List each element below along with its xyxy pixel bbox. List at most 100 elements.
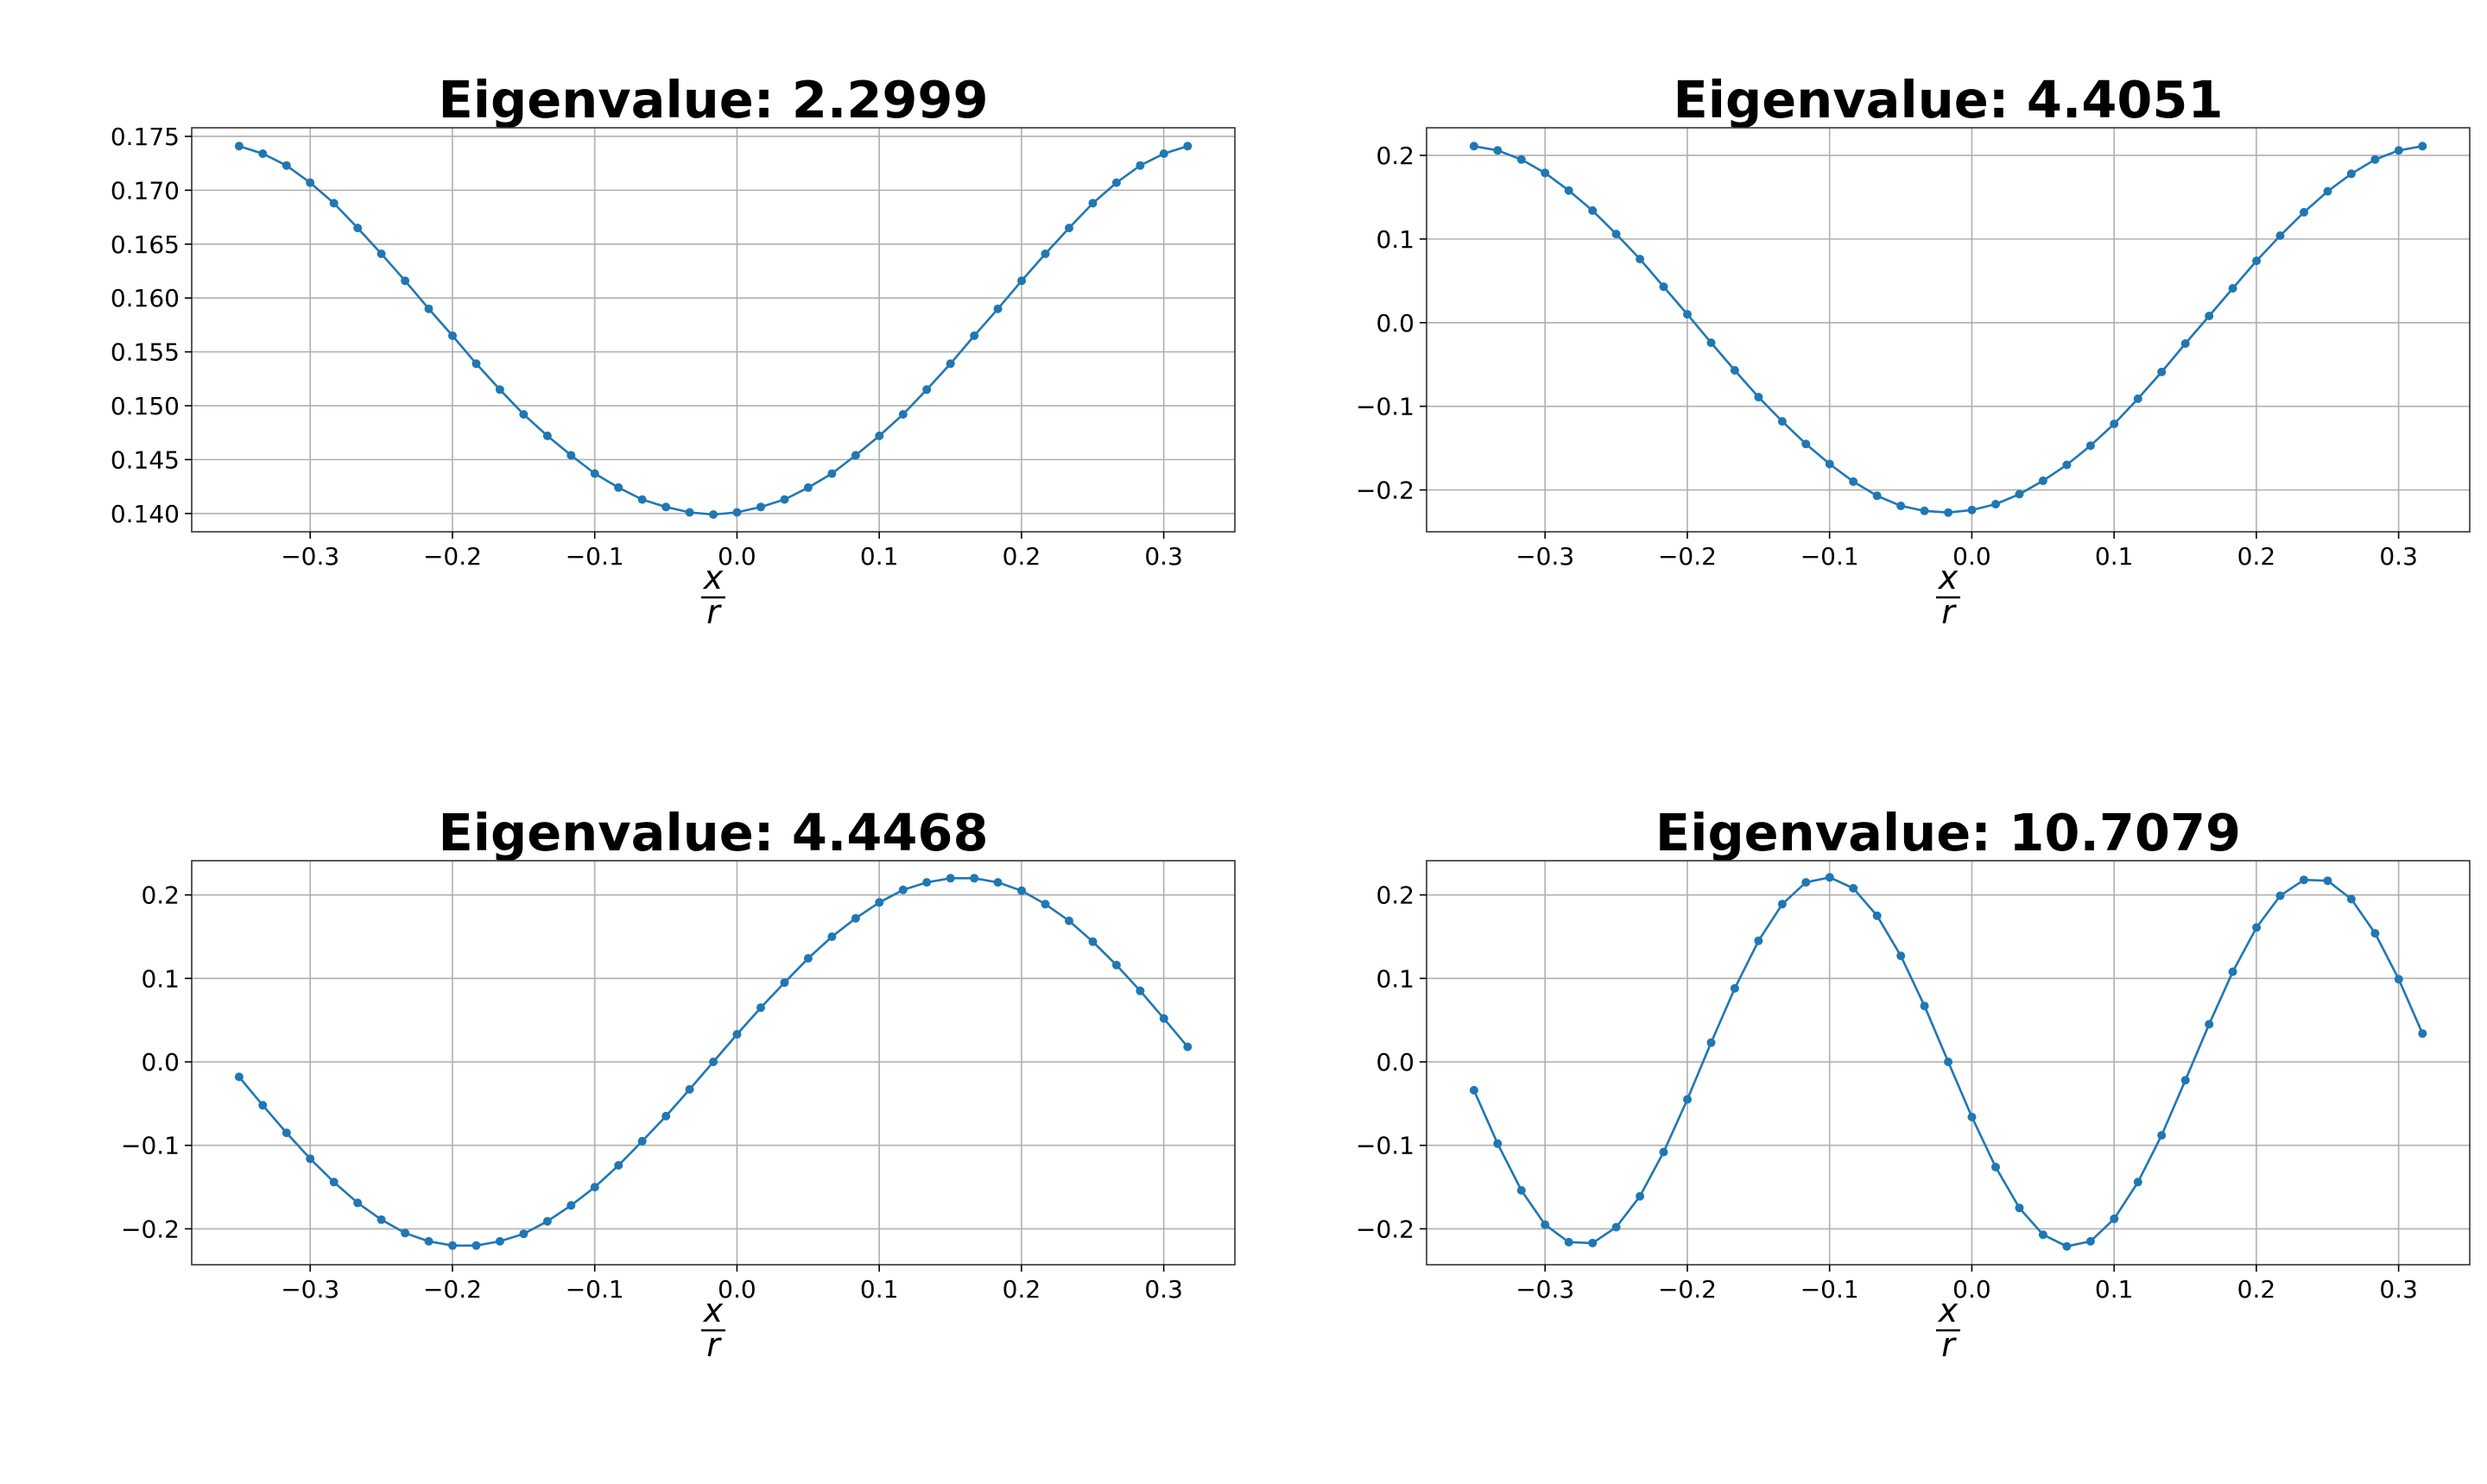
data-point bbox=[1564, 186, 1573, 195]
x-axis-label: x r bbox=[701, 1291, 725, 1364]
x-tick-label: 0.0 bbox=[1952, 542, 1991, 571]
data-point bbox=[2252, 923, 2262, 932]
y-tick-label: 0.0 bbox=[141, 1048, 180, 1077]
x-tick-label: −0.1 bbox=[1800, 542, 1859, 571]
data-point bbox=[1017, 276, 1027, 286]
data-point bbox=[1777, 417, 1787, 426]
y-tick-label: 0.145 bbox=[111, 445, 180, 474]
y-tick-label: −0.2 bbox=[121, 1215, 180, 1243]
y-tick-label: 0.160 bbox=[111, 284, 180, 313]
data-point bbox=[2394, 975, 2403, 984]
data-point bbox=[1516, 1185, 1526, 1195]
y-tick-label: 0.165 bbox=[111, 230, 180, 259]
data-point bbox=[1136, 161, 1145, 170]
data-point bbox=[898, 410, 908, 419]
data-point bbox=[2085, 1236, 2095, 1246]
data-point bbox=[2418, 142, 2427, 151]
data-point bbox=[495, 385, 504, 395]
data-point bbox=[1588, 205, 1598, 215]
data-point bbox=[1041, 249, 1050, 258]
data-point bbox=[2038, 476, 2047, 485]
data-point bbox=[851, 451, 860, 460]
plot-frame bbox=[1426, 860, 2471, 1266]
data-point bbox=[1754, 393, 1763, 401]
data-point bbox=[353, 1198, 363, 1208]
y-tick-label: 0.2 bbox=[1376, 881, 1414, 910]
data-point bbox=[282, 161, 291, 170]
data-point bbox=[353, 224, 363, 233]
y-tick-label: 0.0 bbox=[1376, 1048, 1414, 1077]
plot-frame bbox=[191, 860, 1236, 1266]
data-point bbox=[1991, 500, 2000, 508]
data-point bbox=[1849, 477, 1858, 486]
x-axis-label-denominator: r bbox=[1941, 593, 1957, 631]
data-point bbox=[329, 1178, 339, 1187]
y-tick-label: 0.2 bbox=[1376, 142, 1414, 170]
y-tick-label: 0.150 bbox=[111, 392, 180, 420]
x-tick-label: −0.1 bbox=[566, 1275, 624, 1304]
chart-panel-1: Eigenvalue: 2.2999 −0.3 −0.2 −0.1 0.0 0.1 0.2… bbox=[111, 70, 1236, 631]
data-point bbox=[2062, 460, 2072, 470]
data-point bbox=[851, 913, 860, 923]
data-point bbox=[1683, 310, 1692, 319]
data-point bbox=[401, 276, 410, 286]
data-point bbox=[2394, 146, 2403, 155]
data-point bbox=[590, 1183, 599, 1192]
data-point bbox=[1896, 502, 1906, 510]
data-point bbox=[1159, 149, 1168, 158]
data-point bbox=[803, 483, 813, 492]
y-tick-label: 0.2 bbox=[141, 881, 180, 910]
y-tick-label: 0.1 bbox=[141, 964, 180, 993]
data-point bbox=[542, 431, 552, 440]
data-point bbox=[1159, 1014, 1168, 1023]
data-point bbox=[542, 1216, 552, 1226]
data-point bbox=[970, 331, 979, 340]
data-point bbox=[2323, 876, 2332, 886]
data-point bbox=[2110, 1214, 2119, 1223]
x-tick-label: 0.3 bbox=[1144, 1275, 1183, 1304]
data-point bbox=[732, 1030, 742, 1039]
x-axis-label-numerator: x bbox=[703, 559, 724, 597]
chart-title: Eigenvalue: 4.4051 bbox=[1673, 70, 2223, 129]
x-tick-label: −0.2 bbox=[423, 542, 482, 571]
y-tick-label: 0.140 bbox=[111, 500, 180, 528]
data-point bbox=[827, 932, 837, 941]
x-tick-label: −0.2 bbox=[423, 1275, 482, 1304]
data-point bbox=[732, 508, 742, 517]
data-point bbox=[1564, 1237, 1573, 1247]
data-point bbox=[2228, 284, 2237, 293]
x-axis-label-denominator: r bbox=[1941, 1326, 1957, 1364]
data-point bbox=[448, 1241, 457, 1250]
plot-frame bbox=[1426, 127, 2471, 533]
data-point bbox=[1017, 886, 1027, 895]
x-tick-label: −0.3 bbox=[281, 542, 339, 571]
data-point bbox=[566, 1201, 576, 1210]
data-point bbox=[566, 451, 576, 460]
data-point bbox=[377, 249, 386, 258]
data-point bbox=[780, 495, 789, 504]
data-point bbox=[1111, 960, 1121, 969]
data-point bbox=[1944, 1058, 1953, 1066]
data-point bbox=[2157, 367, 2167, 376]
data-point bbox=[424, 304, 433, 313]
x-tick-label: −0.3 bbox=[1516, 1275, 1574, 1304]
data-point bbox=[1088, 199, 1098, 208]
data-point bbox=[1872, 491, 1882, 501]
data-point bbox=[1469, 1085, 1478, 1095]
chart-title: Eigenvalue: 2.2999 bbox=[438, 70, 988, 129]
plot-frame bbox=[191, 127, 1236, 533]
x-tick-label: 0.2 bbox=[2237, 1275, 2276, 1304]
data-point bbox=[590, 469, 599, 478]
y-tick-label: 0.0 bbox=[1376, 309, 1414, 338]
y-tick-label: −0.1 bbox=[1356, 393, 1414, 421]
data-point bbox=[1825, 459, 1834, 469]
data-point bbox=[2228, 967, 2237, 976]
data-point bbox=[1041, 900, 1050, 909]
data-point bbox=[1896, 951, 1906, 961]
data-point bbox=[1636, 255, 1645, 264]
y-tick-label: −0.1 bbox=[121, 1132, 180, 1160]
data-point bbox=[1730, 366, 1739, 375]
data-point bbox=[614, 483, 623, 492]
data-point bbox=[234, 142, 244, 151]
